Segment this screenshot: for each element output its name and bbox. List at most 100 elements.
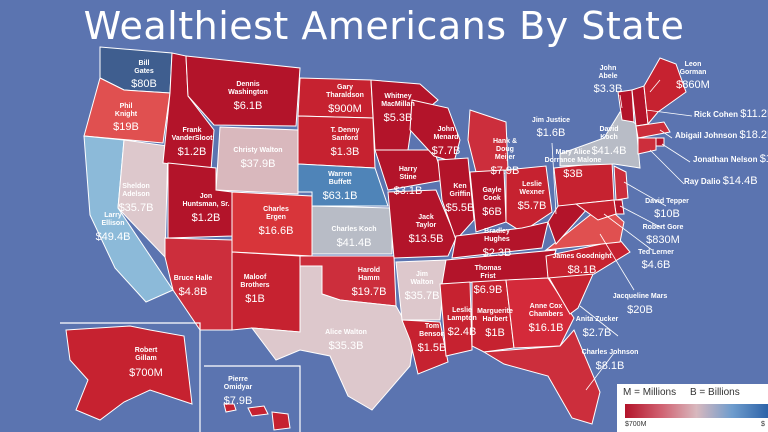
- person-name: Knight: [115, 111, 138, 118]
- person-name: Charles Johnson: [582, 349, 639, 356]
- person-name: Sheldon: [122, 183, 150, 190]
- person-name: Maloof: [244, 274, 267, 281]
- state-label-va: Jacqueline Mars $20B: [613, 293, 668, 316]
- state-mo: [387, 189, 457, 259]
- person-name: Walton: [410, 279, 433, 286]
- net-worth: $10B: [654, 208, 680, 220]
- state-label-sc: Anita Zucker $2.7B: [576, 316, 619, 339]
- person-name: Anne Cox: [530, 303, 563, 310]
- net-worth: $49.4B: [96, 231, 131, 243]
- net-worth: $3B: [563, 168, 583, 180]
- person-name: Gary: [337, 84, 353, 91]
- state-wy: [215, 126, 299, 195]
- net-worth: $7.7B: [432, 145, 461, 157]
- net-worth: $1.5B: [418, 342, 447, 354]
- person-name: Frist: [480, 273, 496, 280]
- person-name: Chambers: [529, 311, 563, 318]
- person-name-and-worth: Ray Dalio $14.4B: [684, 175, 758, 187]
- person-name: Lampton: [447, 315, 477, 322]
- person-name: Harold: [358, 267, 380, 274]
- net-worth: $6.1B: [234, 100, 263, 112]
- callout-leader-lines: [551, 79, 693, 391]
- person-name: Dorrance Malone: [545, 157, 602, 164]
- state-vt: [617, 89, 635, 123]
- person-name: Koch: [600, 134, 618, 141]
- net-worth: $6B: [482, 206, 502, 218]
- net-worth: $7.9B: [224, 395, 253, 407]
- person-name: Marguerite: [477, 308, 513, 315]
- state-label-az: Bruce Halle $4.8B: [174, 275, 213, 298]
- person-name: Sanford: [332, 135, 358, 142]
- person-name: Charles Koch: [331, 226, 376, 233]
- net-worth: $63.1B: [323, 190, 358, 202]
- person-name: Mary Alice: [556, 149, 591, 156]
- person-name: Harry: [399, 166, 417, 173]
- person-name: Omidyar: [224, 384, 253, 391]
- person-name: Benson: [419, 331, 445, 338]
- person-name: Bruce Halle: [174, 275, 213, 282]
- person-name: Griffin: [450, 191, 471, 198]
- net-worth: $5.7B: [518, 200, 547, 212]
- net-worth: $13.5B: [409, 233, 444, 245]
- person-name: Abele: [598, 73, 617, 80]
- state-mt: [185, 55, 301, 127]
- legend-low-label: $700M: [625, 421, 647, 428]
- person-name: Dennis: [236, 81, 259, 88]
- state-hi: [223, 403, 291, 431]
- person-name: Hughes: [484, 236, 510, 243]
- person-name: Jim Justice: [532, 117, 570, 124]
- person-name: Huntsman, Sr.: [182, 201, 229, 208]
- state-ky: [451, 221, 549, 259]
- person-name: Buffett: [329, 179, 352, 186]
- person-name: Ken: [453, 183, 466, 190]
- state-nj: [613, 165, 629, 201]
- person-name: Leslie: [522, 181, 542, 188]
- net-worth: $1.3B: [331, 146, 360, 158]
- state-ar: [395, 259, 447, 321]
- person-name-and-worth: Rick Cohen $11.2B: [694, 108, 768, 120]
- person-name: Alice Walton: [325, 329, 367, 336]
- person-name: Brothers: [240, 282, 269, 289]
- legend-units: M = Millions B = Billions: [623, 387, 740, 398]
- net-worth: $20B: [627, 304, 653, 316]
- net-worth: $900M: [328, 103, 362, 115]
- state-la: [401, 319, 449, 375]
- net-worth: $16.1B: [529, 322, 564, 334]
- state-ct: [637, 137, 657, 155]
- net-worth: $1B: [485, 327, 505, 339]
- person-name: Robert: [135, 347, 158, 354]
- person-name: Frank: [182, 127, 201, 134]
- state-ks: [311, 205, 393, 255]
- state-co: [231, 191, 313, 257]
- state-label-wv: Jim Justice $1.6B: [532, 117, 570, 139]
- person-name: David Tepper: [645, 198, 689, 205]
- net-worth: $41.4B: [337, 237, 372, 249]
- net-worth: $3.3B: [594, 83, 623, 95]
- net-worth: $1.2B: [178, 146, 207, 158]
- net-worth: $19B: [113, 121, 139, 133]
- state-label-ri: Jonathan Nelson $1.8B: [693, 153, 768, 165]
- net-worth: $1.6B: [537, 127, 566, 139]
- state-label-ct: Ray Dalio $14.4B: [684, 175, 758, 187]
- person-name: Anita Zucker: [576, 316, 619, 323]
- net-worth: $1.2B: [192, 212, 221, 224]
